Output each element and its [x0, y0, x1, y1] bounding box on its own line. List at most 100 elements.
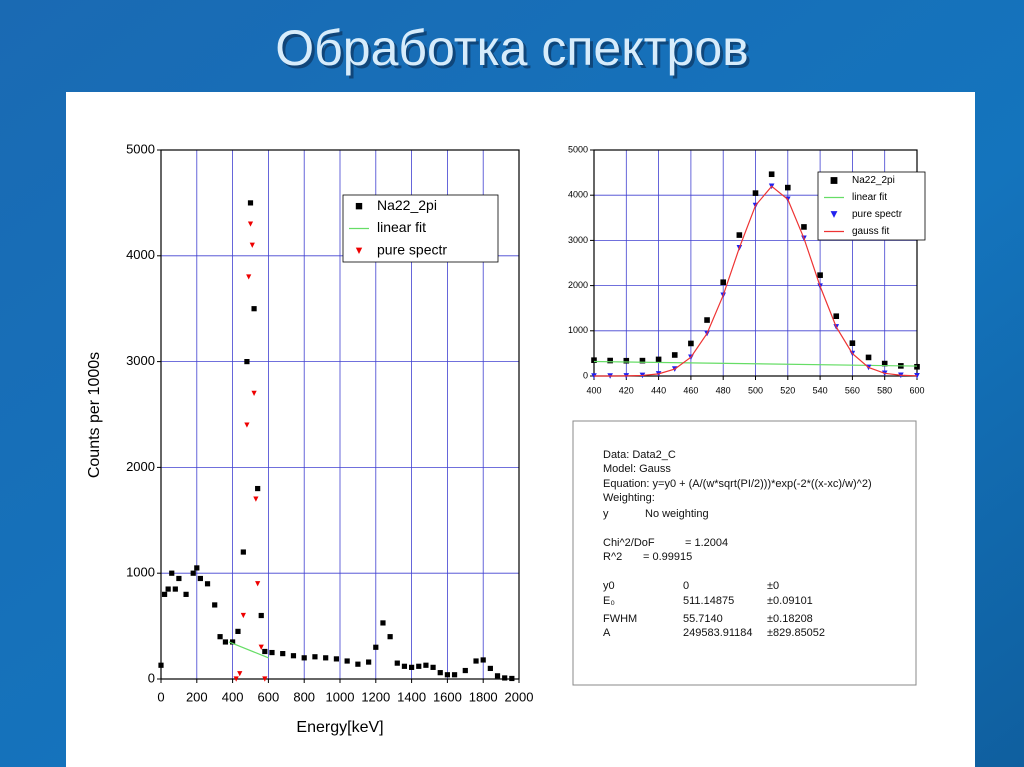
point — [785, 184, 791, 191]
point — [444, 672, 450, 678]
point — [258, 612, 264, 619]
point — [233, 676, 239, 682]
point — [249, 242, 255, 248]
point — [409, 664, 415, 670]
point — [366, 659, 372, 665]
report-data: Data: Data2_C — [603, 449, 676, 461]
legend-swatch — [830, 211, 838, 218]
point — [230, 639, 236, 645]
report-cell: = 1.2004 — [685, 537, 728, 549]
point — [607, 357, 613, 364]
point — [437, 670, 443, 676]
y-tick-label: 1000 — [568, 325, 588, 335]
fit-line — [593, 360, 918, 367]
point — [473, 658, 479, 664]
point — [394, 660, 400, 666]
x-tick-label: 480 — [716, 385, 731, 395]
legend-swatch — [830, 177, 838, 184]
y-tick-label: 0 — [583, 370, 588, 380]
point — [217, 634, 223, 640]
point — [244, 359, 250, 365]
point — [169, 570, 175, 576]
point — [290, 653, 297, 659]
point — [251, 390, 257, 396]
legend-label: Na22_2pi — [377, 197, 437, 213]
point — [323, 655, 329, 661]
point — [509, 675, 515, 682]
report-cell: E₀ — [603, 595, 615, 607]
point — [247, 221, 254, 227]
point — [240, 612, 246, 619]
report-equation: Equation: y=y0 + (A/(w*sqrt(PI/2)))*exp(… — [603, 478, 872, 490]
y-axis-label: Counts per 1000s — [86, 352, 103, 478]
report-cell: 249583.91184 — [683, 627, 753, 639]
x-tick-label: 0 — [157, 689, 164, 704]
point — [430, 664, 436, 670]
point — [355, 661, 361, 667]
point — [462, 667, 468, 674]
point — [165, 586, 171, 592]
point — [251, 306, 257, 312]
x-tick-label: 580 — [877, 385, 892, 395]
x-tick-label: 200 — [186, 689, 208, 704]
legend-label: Na22_2pi — [852, 175, 895, 186]
fit-line — [228, 641, 269, 659]
legend-swatch — [355, 202, 363, 210]
legend-label: linear fit — [377, 219, 426, 235]
point — [655, 356, 662, 363]
x-tick-label: 600 — [909, 385, 924, 395]
point — [212, 602, 218, 608]
point — [401, 663, 408, 669]
point — [344, 658, 350, 664]
y-tick-label: 2000 — [126, 459, 155, 474]
point — [222, 639, 229, 645]
y-tick-label: 0 — [148, 670, 155, 685]
point — [333, 656, 340, 662]
point — [161, 591, 168, 597]
x-tick-label: 2000 — [505, 689, 534, 704]
x-tick-label: 400 — [222, 689, 244, 704]
point — [416, 663, 422, 669]
point — [752, 190, 759, 196]
x-tick-label: 520 — [780, 385, 795, 395]
plot-frame — [160, 149, 520, 680]
report-cell: ±0 — [767, 580, 779, 592]
fit-report: Data: Data2_C Model: Gauss Equation: y=y… — [572, 420, 917, 686]
point — [380, 620, 386, 626]
x-tick-label: 420 — [619, 385, 634, 395]
point — [801, 224, 807, 230]
point — [736, 232, 743, 238]
point — [158, 662, 164, 668]
report-box — [572, 420, 917, 686]
chart: 0 200 400 600 800 1000 1200 1400 1600 1800 2000 0 10… — [86, 141, 533, 736]
legend-label: gauss fit — [852, 226, 889, 237]
report-cell: ±0.09101 — [767, 595, 813, 607]
point — [240, 549, 246, 555]
x-axis-label: Energy[keV] — [296, 719, 383, 736]
point — [720, 279, 726, 286]
point — [623, 357, 630, 364]
report-cell: R^2 — [603, 551, 622, 563]
point — [451, 672, 458, 678]
point — [280, 651, 286, 657]
legend-label: pure spectr — [852, 209, 903, 220]
point — [768, 171, 775, 178]
y-tick-label: 4000 — [126, 247, 155, 262]
legend-label: linear fit — [852, 192, 887, 203]
point — [914, 363, 920, 370]
report-cell: y0 — [603, 580, 615, 592]
point — [671, 352, 678, 358]
point — [235, 628, 241, 634]
point — [204, 581, 211, 587]
point — [591, 357, 597, 363]
y-tick-label: 5000 — [568, 144, 588, 154]
charts: 0 200 400 600 800 1000 1200 1400 1600 1800 2000 0 10… — [86, 141, 926, 736]
point — [255, 485, 261, 492]
point — [262, 648, 268, 655]
point — [269, 649, 275, 656]
plot-frame — [593, 149, 918, 377]
report-cell: 0 — [683, 580, 689, 592]
x-tick-label: 1000 — [326, 689, 355, 704]
point — [172, 586, 178, 592]
x-tick-label: 560 — [845, 385, 860, 395]
